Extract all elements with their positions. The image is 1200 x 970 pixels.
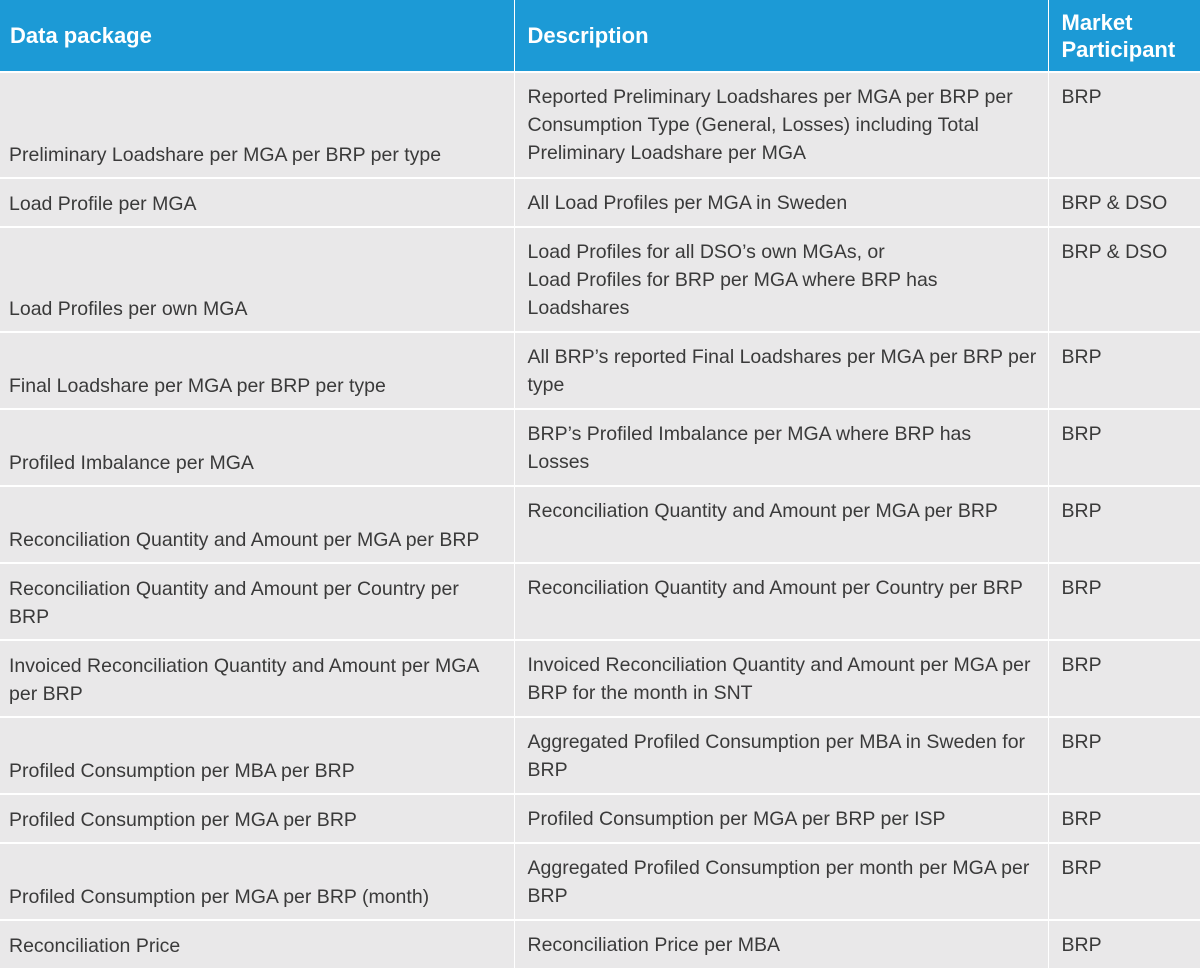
cell-data-package: Load Profiles per own MGA — [0, 227, 515, 333]
cell-data-package: Reconciliation Quantity and Amount per M… — [0, 486, 515, 564]
cell-market-participant: BRP — [1048, 563, 1200, 641]
cell-market-participant: BRP — [1048, 843, 1200, 921]
header-data-package: Data package — [0, 0, 515, 73]
cell-data-package: Profiled Consumption per MBA per BRP — [0, 717, 515, 795]
cell-description: BRP’s Profiled Imbalance per MGA where B… — [514, 409, 1049, 487]
table-row: Final Loadshare per MGA per BRP per type… — [0, 332, 1200, 410]
cell-market-participant: BRP — [1048, 332, 1200, 410]
table-row: Reconciliation Price Reconciliation Pric… — [0, 920, 1200, 970]
cell-description: Aggregated Profiled Consumption per mont… — [514, 843, 1049, 921]
description-line: Load Profiles for all DSO’s own MGAs, or — [527, 241, 885, 263]
cell-data-package: Reconciliation Price — [0, 920, 515, 970]
header-market-participant: Market Participant — [1048, 0, 1200, 73]
description-line: Load Profiles for BRP per MGA where BRP … — [527, 269, 938, 319]
cell-market-participant: BRP — [1048, 920, 1200, 970]
table-row: Load Profiles per own MGA Load Profiles … — [0, 227, 1200, 333]
cell-data-package: Preliminary Loadshare per MGA per BRP pe… — [0, 72, 515, 179]
cell-description: Reconciliation Price per MBA — [514, 920, 1049, 970]
table-row: Profiled Imbalance per MGA BRP’s Profile… — [0, 409, 1200, 487]
cell-data-package: Load Profile per MGA — [0, 178, 515, 228]
table-row: Profiled Consumption per MGA per BRP (mo… — [0, 843, 1200, 921]
cell-description: Profiled Consumption per MGA per BRP per… — [514, 794, 1049, 844]
cell-market-participant: BRP — [1048, 640, 1200, 718]
table-row: Reconciliation Quantity and Amount per C… — [0, 563, 1200, 641]
cell-data-package: Profiled Consumption per MGA per BRP (mo… — [0, 843, 515, 921]
table-row: Preliminary Loadshare per MGA per BRP pe… — [0, 72, 1200, 179]
cell-description: Reconciliation Quantity and Amount per M… — [514, 486, 1049, 564]
cell-market-participant: BRP & DSO — [1048, 178, 1200, 228]
table-row: Profiled Consumption per MGA per BRP Pro… — [0, 794, 1200, 844]
cell-description: Reported Preliminary Loadshares per MGA … — [514, 72, 1049, 179]
table-header-row: Data package Description Market Particip… — [0, 0, 1200, 73]
cell-market-participant: BRP — [1048, 409, 1200, 487]
cell-description: Load Profiles for all DSO’s own MGAs, or… — [514, 227, 1049, 333]
cell-data-package: Profiled Consumption per MGA per BRP — [0, 794, 515, 844]
table-row: Load Profile per MGA All Load Profiles p… — [0, 178, 1200, 228]
cell-description: Reconciliation Quantity and Amount per C… — [514, 563, 1049, 641]
header-description: Description — [514, 0, 1049, 73]
cell-data-package: Invoiced Reconciliation Quantity and Amo… — [0, 640, 515, 718]
cell-market-participant: BRP — [1048, 72, 1200, 179]
table-row: Profiled Consumption per MBA per BRP Agg… — [0, 717, 1200, 795]
table-row: Invoiced Reconciliation Quantity and Amo… — [0, 640, 1200, 718]
cell-market-participant: BRP — [1048, 486, 1200, 564]
cell-market-participant: BRP — [1048, 794, 1200, 844]
cell-data-package: Reconciliation Quantity and Amount per C… — [0, 563, 515, 641]
cell-description: All BRP’s reported Final Loadshares per … — [514, 332, 1049, 410]
cell-description: Invoiced Reconciliation Quantity and Amo… — [514, 640, 1049, 718]
table-row: Reconciliation Quantity and Amount per M… — [0, 486, 1200, 564]
cell-description: Aggregated Profiled Consumption per MBA … — [514, 717, 1049, 795]
cell-data-package: Final Loadshare per MGA per BRP per type — [0, 332, 515, 410]
cell-market-participant: BRP — [1048, 717, 1200, 795]
cell-market-participant: BRP & DSO — [1048, 227, 1200, 333]
cell-description: All Load Profiles per MGA in Sweden — [514, 178, 1049, 228]
cell-data-package: Profiled Imbalance per MGA — [0, 409, 515, 487]
